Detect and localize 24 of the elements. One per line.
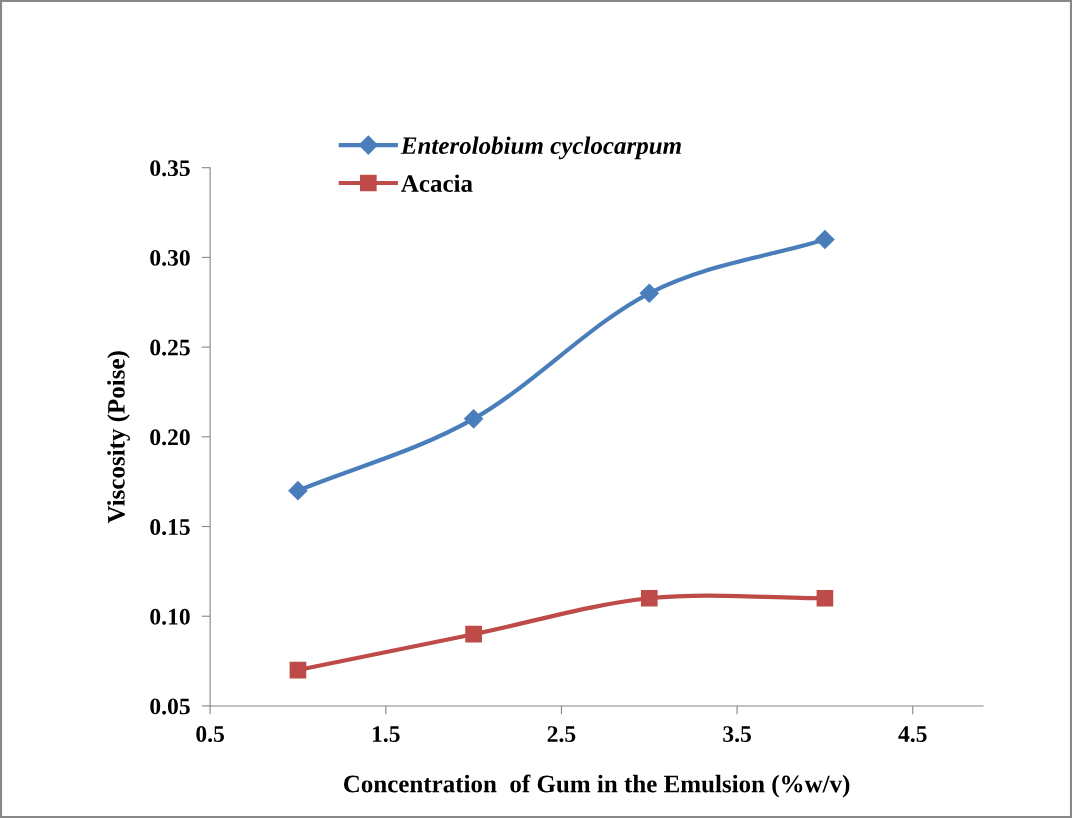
y-tick-label: 0.25 [150,339,190,356]
legend-label: Acacia [401,174,473,193]
point [288,481,308,501]
y-axis-title: Viscosity (Poise) [107,351,130,524]
point [465,625,482,643]
x-tick-label: 4.5 [898,726,927,743]
y-tick-label: 0.30 [150,249,190,266]
legend-label: Enterolobium cyclocarpum [400,136,681,160]
y-tick-label: 0.10 [150,608,190,625]
x-tick-label: 3.5 [723,726,751,743]
x-tick-label: 0.5 [196,726,225,743]
point [639,283,659,303]
point [289,661,307,679]
x-axis-title: Concentration of Gum in the Emulsion (%w/v) [343,774,850,798]
point [816,589,834,607]
y-tick-label: 0.15 [150,519,190,536]
point [640,589,658,607]
y-tick-label: 0.20 [150,429,190,446]
x-tick-label: 2.5 [547,726,576,743]
point [815,229,835,249]
point [464,409,484,429]
x-tick-label: 1.5 [372,726,400,743]
y-tick-label: 0.05 [150,698,190,715]
y-tick-label: 0.35 [150,160,190,177]
